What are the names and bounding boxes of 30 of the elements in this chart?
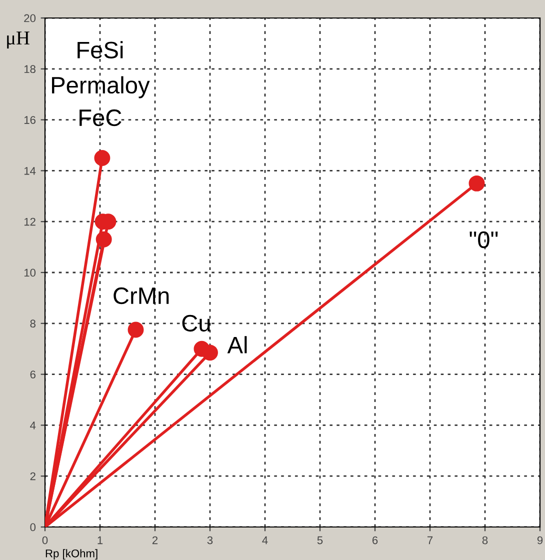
y-tick-label: 10 xyxy=(24,268,36,277)
x-tick-label: 9 xyxy=(537,536,543,544)
x-tick-label: 1 xyxy=(98,536,103,544)
annotation: FeSi xyxy=(78,41,123,58)
y-tick-label: 12 xyxy=(24,218,36,226)
annotation: FeC xyxy=(80,109,122,126)
annotation: Cu xyxy=(182,314,210,332)
y-tick-label: 20 xyxy=(24,14,36,22)
annotation: Permaloy xyxy=(52,76,150,98)
x-tick-label: 0 xyxy=(42,536,48,544)
x-tick-label: 3 xyxy=(207,536,213,544)
y-tick-label: 16 xyxy=(24,116,36,124)
y-tick-label: 4 xyxy=(30,422,36,430)
x-tick-label: 5 xyxy=(317,536,323,544)
y-tick-label: 18 xyxy=(24,65,36,74)
x-tick-label: 4 xyxy=(262,536,268,544)
annotation: Al xyxy=(227,336,247,354)
y-tick-label: 6 xyxy=(30,370,36,378)
annotation: "0" xyxy=(470,231,498,248)
y-tick-label: 8 xyxy=(30,320,36,328)
x-tick-label: 7 xyxy=(427,536,433,544)
y-tick-label: 2 xyxy=(30,472,36,480)
x-axis-title: Rp [kOhm] xyxy=(46,549,98,560)
y-axis-title: μH xyxy=(7,32,30,49)
x-tick-label: 8 xyxy=(482,536,488,544)
annotation: CrMn xyxy=(114,287,169,304)
x-tick-label: 6 xyxy=(372,536,378,544)
y-tick-label: 0 xyxy=(30,523,36,532)
x-tick-label: 2 xyxy=(152,536,158,544)
y-tick-label: 14 xyxy=(24,167,36,175)
